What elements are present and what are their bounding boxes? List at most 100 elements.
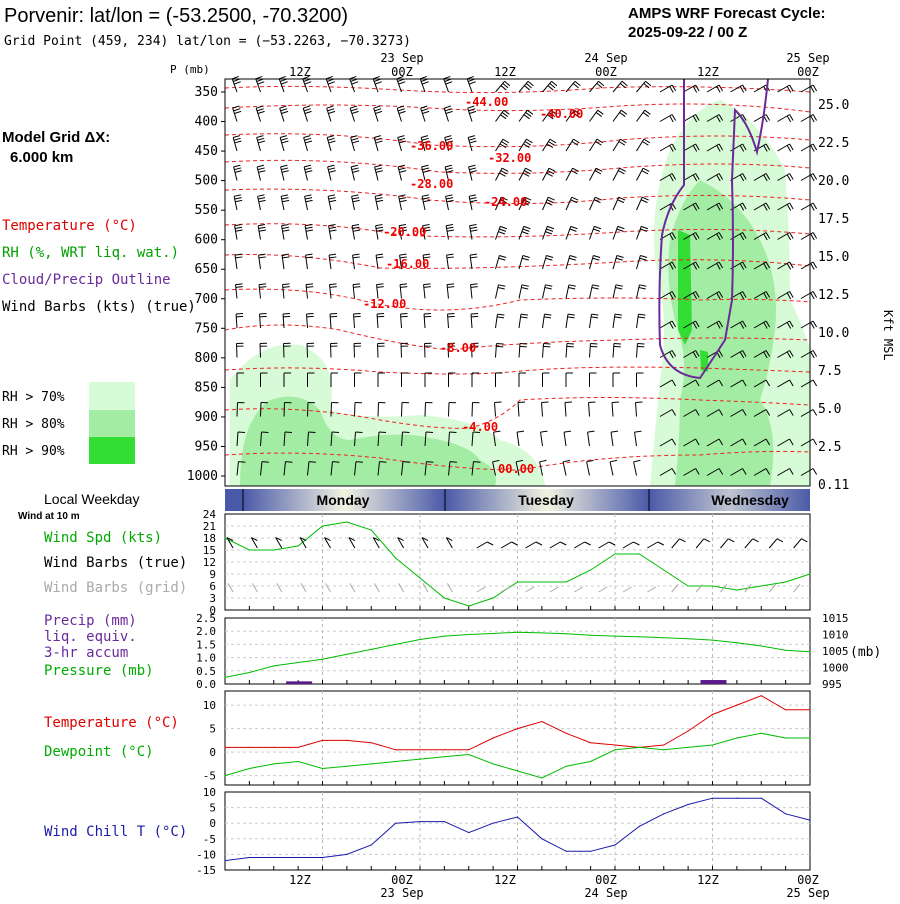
value-tick-label: 6 xyxy=(209,580,216,593)
dewpoint-line-point xyxy=(517,770,518,771)
pressure-tick-label: 995 xyxy=(822,678,842,691)
barb-flag xyxy=(420,76,427,78)
wind-chill-line-point xyxy=(224,860,225,861)
bottom-date-3: 25 Sep xyxy=(786,886,829,900)
wind-chill-line-point xyxy=(688,804,689,805)
legend-rh80-swatch xyxy=(89,410,135,437)
wind-speed-line-point xyxy=(566,581,567,582)
day-wednesday: Wednesday xyxy=(711,492,789,508)
barb-flag xyxy=(811,116,815,122)
value-tick-label: 10 xyxy=(203,786,216,799)
wind-speed-line-point xyxy=(809,573,810,574)
dewpoint-line-point xyxy=(712,744,713,745)
kft-tick-label: 20.0 xyxy=(818,174,849,189)
temperature-label: Temperature (°C) xyxy=(44,715,179,731)
wind-speed-line-point xyxy=(590,569,591,570)
pressure-line-point xyxy=(249,672,250,673)
dewpoint-line-point xyxy=(785,737,786,738)
value-tick-label: 0.0 xyxy=(196,678,216,691)
wind-speed-line-point xyxy=(761,585,762,586)
barb-flag xyxy=(813,233,817,239)
pressure-tick-label: 1000 xyxy=(822,662,849,675)
legend-wind-barbs: Wind Barbs (kts) (true) xyxy=(2,299,196,315)
precip-bar xyxy=(701,680,727,684)
isotherm-label: -28.00 xyxy=(410,177,453,191)
bottom-hour-12z-2: 12Z xyxy=(494,873,516,887)
temperature-line-point xyxy=(761,695,762,696)
wind-speed-line-point xyxy=(639,553,640,554)
legend-rh: RH (%, WRT liq. wat.) xyxy=(2,245,179,261)
value-tick-label: 5 xyxy=(209,723,216,736)
barb-flag xyxy=(813,321,817,327)
wind-chill-line-point xyxy=(346,854,347,855)
pressure-line-point xyxy=(590,635,591,636)
wind-chill-line-point xyxy=(663,813,664,814)
barb-flag xyxy=(326,76,333,78)
dewpoint-line-point xyxy=(298,761,299,762)
precip-accum-label: 3-hr accum xyxy=(44,645,128,661)
temperature-line-point xyxy=(614,744,615,745)
wind-chill-line-point xyxy=(639,826,640,827)
wind-chill-line-point xyxy=(322,857,323,858)
legend-rh70: RH > 70% xyxy=(2,390,65,405)
kft-tick-label: 2.5 xyxy=(818,440,841,455)
page-title: Porvenir: lat/lon = (-53.2500, -70.3200) xyxy=(4,5,348,27)
wind-speed-line-point xyxy=(663,569,664,570)
value-tick-label: 15 xyxy=(203,544,216,557)
wind-chill-line-point xyxy=(273,857,274,858)
barb-flag xyxy=(813,115,817,121)
wind-chill-line-point xyxy=(541,838,542,839)
barb-flag xyxy=(811,145,815,151)
bottom-date-2: 24 Sep xyxy=(584,886,627,900)
wind-barbs-grid-label: Wind Barbs (grid) xyxy=(44,580,187,596)
model-grid-label: Model Grid ΔX: xyxy=(2,129,110,146)
temperature-line-point xyxy=(493,737,494,738)
kft-tick-label: 0.11 xyxy=(818,478,849,493)
pressure-label: Pressure (mb) xyxy=(44,663,154,679)
pressure-line-point xyxy=(493,633,494,634)
barb-flag xyxy=(467,76,474,78)
pressure-line-point xyxy=(566,633,567,634)
barb-flag xyxy=(811,204,815,210)
day-segment xyxy=(225,489,243,511)
top-date-3: 25 Sep xyxy=(786,51,829,65)
barb-flag xyxy=(813,410,817,416)
value-tick-label: 1.5 xyxy=(196,638,216,651)
dewpoint-line-point xyxy=(614,749,615,750)
temperature-line-point xyxy=(663,744,664,745)
barb-flag xyxy=(256,76,263,78)
value-tick-label: 24 xyxy=(203,508,217,521)
top-hour-00z-2: 00Z xyxy=(595,65,617,79)
wind-chill-line-point xyxy=(298,857,299,858)
pressure-tick-label: 1015 xyxy=(822,612,849,625)
p-axis-title: P (mb) xyxy=(170,63,210,76)
wind-chill-line-point xyxy=(614,844,615,845)
dewpoint-line-point xyxy=(688,747,689,748)
pressure-line-point xyxy=(541,632,542,633)
top-hour-00z-3: 00Z xyxy=(797,65,819,79)
barb-flag xyxy=(279,76,286,78)
barb-flag xyxy=(813,439,817,445)
bottom-hour-00z-1: 00Z xyxy=(391,873,413,887)
temperature-line-point xyxy=(566,733,567,734)
value-tick-label: 0 xyxy=(209,817,216,830)
pressure-line-point xyxy=(273,665,274,666)
value-tick-label: 0 xyxy=(209,746,216,759)
value-tick-label: -10 xyxy=(196,848,216,861)
barb-flag xyxy=(232,76,239,78)
day-monday: Monday xyxy=(317,492,370,508)
kft-tick-label: 7.5 xyxy=(818,364,841,379)
dewpoint-line-point xyxy=(468,754,469,755)
barb-flag xyxy=(811,352,815,358)
pressure-line-point xyxy=(663,637,664,638)
isotherm-label: -4.00 xyxy=(462,420,498,434)
pressure-tick-label: 900 xyxy=(195,410,218,425)
dewpoint-line-point xyxy=(346,766,347,767)
pressure-line-point xyxy=(809,651,810,652)
barb-flag xyxy=(813,174,817,180)
wind-speed-line-point xyxy=(273,549,274,550)
